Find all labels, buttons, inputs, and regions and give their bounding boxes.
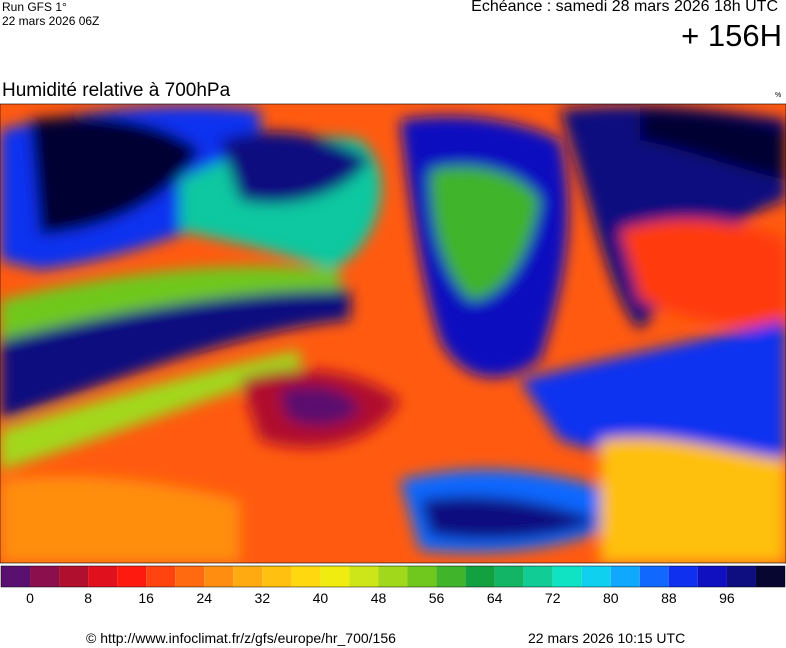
color-swatch bbox=[30, 566, 60, 587]
colorbar-label: 40 bbox=[313, 590, 329, 606]
color-swatch bbox=[233, 566, 263, 587]
color-swatch bbox=[755, 566, 785, 587]
color-swatch bbox=[697, 566, 727, 587]
colorbar-frame bbox=[0, 565, 786, 588]
colorbar-label: 80 bbox=[603, 590, 619, 606]
color-swatch bbox=[465, 566, 495, 587]
map-title: Humidité relative à 700hPa bbox=[2, 80, 231, 101]
color-swatch bbox=[291, 566, 321, 587]
run-date: 22 mars 2026 06Z bbox=[2, 14, 100, 28]
color-swatch bbox=[378, 566, 408, 587]
color-swatch bbox=[581, 566, 611, 587]
generated-time: 22 mars 2026 10:15 UTC bbox=[528, 630, 686, 646]
color-swatch bbox=[88, 566, 118, 587]
color-swatch bbox=[146, 566, 176, 587]
color-swatch bbox=[175, 566, 205, 587]
colorbar: 0 8 16 24 32 40 48 56 64 72 80 88 96 bbox=[0, 565, 786, 606]
color-swatch bbox=[204, 566, 234, 587]
colorbar-label: 0 bbox=[26, 590, 34, 606]
color-swatch bbox=[436, 566, 466, 587]
color-swatch bbox=[59, 566, 89, 587]
map-frame bbox=[0, 103, 786, 564]
colorbar-label: 48 bbox=[371, 590, 387, 606]
color-swatch bbox=[668, 566, 698, 587]
colorbar-label: 96 bbox=[719, 590, 735, 606]
colorbar-label: 72 bbox=[545, 590, 561, 606]
colorbar-label: 16 bbox=[138, 590, 154, 606]
color-swatch bbox=[349, 566, 379, 587]
color-swatch bbox=[407, 566, 437, 587]
color-swatch bbox=[1, 566, 31, 587]
color-swatch bbox=[117, 566, 147, 587]
color-swatch bbox=[639, 566, 669, 587]
color-swatch bbox=[552, 566, 582, 587]
source-url: © http://www.infoclimat.fr/z/gfs/europe/… bbox=[86, 630, 396, 646]
color-swatch bbox=[726, 566, 756, 587]
unit: % bbox=[775, 92, 782, 99]
colorbar-label: 24 bbox=[196, 590, 212, 606]
colorbar-label: 56 bbox=[429, 590, 445, 606]
color-swatch bbox=[320, 566, 350, 587]
colorbar-label: 8 bbox=[84, 590, 92, 606]
color-swatch bbox=[494, 566, 524, 587]
run-label: Run GFS 1° bbox=[2, 0, 67, 14]
forecast-time: Échéance : samedi 28 mars 2026 18h UTC bbox=[471, 0, 778, 15]
colorbar-label: 88 bbox=[661, 590, 677, 606]
color-swatch bbox=[523, 566, 553, 587]
colorbar-label: 64 bbox=[487, 590, 503, 606]
lead-time: + 156H bbox=[681, 18, 782, 53]
colorbar-label: 32 bbox=[255, 590, 271, 606]
humidity-field bbox=[0, 104, 786, 563]
color-swatch bbox=[262, 566, 292, 587]
color-swatch bbox=[610, 566, 640, 587]
